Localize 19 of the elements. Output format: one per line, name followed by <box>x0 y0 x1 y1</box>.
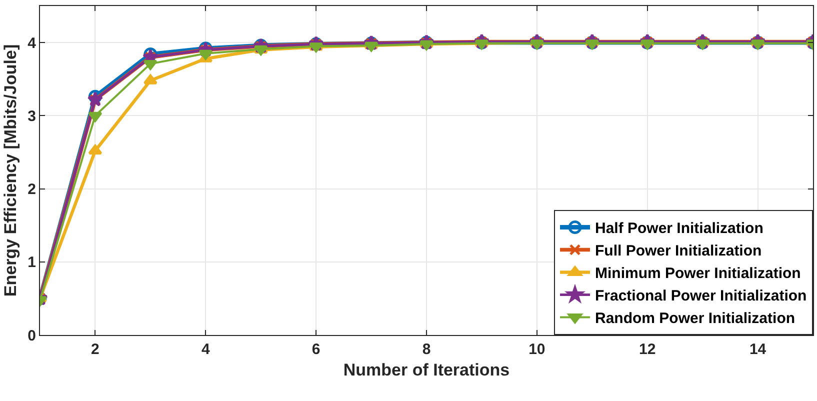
y-tick-label: 2 <box>28 181 36 198</box>
x-tick-label: 10 <box>528 341 546 358</box>
x-tick-label: 6 <box>312 341 320 358</box>
y-axis-title: Energy Efficiency [Mbits/Joule] <box>1 44 20 297</box>
x-axis-title: Number of Iterations <box>343 360 510 380</box>
legend-label: Full Power Initialization <box>595 242 762 260</box>
y-tick-label: 3 <box>28 108 36 125</box>
x-tick-label: 12 <box>639 341 656 358</box>
legend-label: Random Power Initialization <box>595 310 796 328</box>
y-tick-label: 0 <box>28 327 36 344</box>
x-tick-label: 8 <box>422 341 431 358</box>
legend-label: Fractional Power Initialization <box>595 288 807 305</box>
x-tick-label: 14 <box>749 341 767 358</box>
y-tick-label: 4 <box>28 34 37 52</box>
legend-label: Half Power Initialization <box>595 220 764 238</box>
legend-label: Minimum Power Initialization <box>595 265 801 282</box>
x-tick-label: 2 <box>91 341 100 358</box>
x-tick-label: 4 <box>201 341 210 358</box>
y-tick-label: 1 <box>28 254 36 272</box>
